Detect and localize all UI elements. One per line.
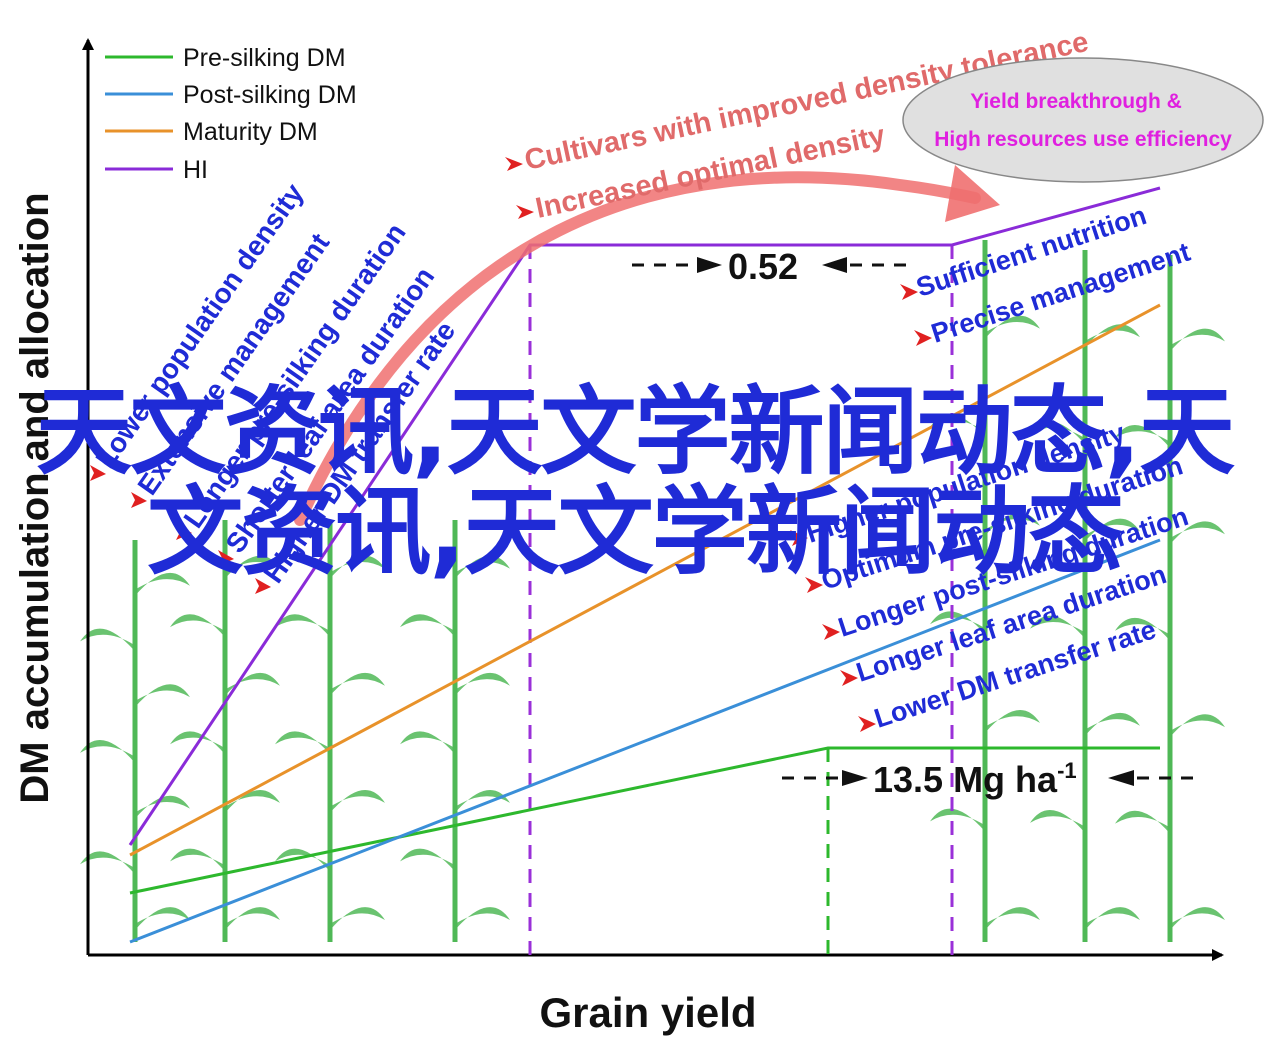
bullet-icon (176, 524, 192, 540)
bullet-icon (131, 492, 147, 508)
series-line-pre-silking (129, 746, 1160, 895)
bullet-icon (505, 157, 523, 171)
legend: Pre-silking DM Post-silking DM Maturity … (105, 44, 357, 184)
bullet-icon (90, 465, 106, 481)
bullet-icon (516, 205, 534, 219)
bullet-icon (900, 284, 918, 300)
legend-label-pre-silking: Pre-silking DM (183, 44, 346, 72)
x-axis-label: Grain yield (539, 989, 756, 1036)
maize-plant (1030, 250, 1140, 942)
bullet-icon (218, 550, 234, 566)
left-factors: Lower population density Extensive manag… (90, 178, 462, 589)
hi-gap-arrowhead-right (822, 257, 847, 273)
maize-plant (400, 520, 510, 942)
series-line-hi (128, 186, 1161, 846)
bullet-icon (822, 624, 840, 640)
maize-plant (170, 520, 280, 942)
ellipse-text-line2: High resources use efficiency (934, 128, 1232, 151)
hi-gap-value: 0.52 (728, 246, 798, 287)
ellipse-text-line1: Yield breakthrough & (970, 90, 1182, 113)
y-axis-label: DM accumulation and allocation (13, 192, 57, 803)
yield-gap-arrowhead-left (842, 770, 868, 786)
bullet-icon (805, 577, 823, 593)
yield-gap-arrowhead-right (1108, 770, 1134, 786)
bullet-icon (790, 530, 808, 546)
legend-label-post-silking: Post-silking DM (183, 81, 357, 109)
improvement-arrowhead (945, 165, 1000, 222)
bullet-icon (858, 716, 876, 732)
bullet-icon (255, 578, 271, 594)
maize-plants (80, 240, 1225, 942)
maize-plant (275, 520, 385, 942)
hi-gap-arrowhead-left (697, 257, 722, 273)
bullet-icon (914, 330, 932, 346)
improvement-curve-arrow (294, 171, 981, 526)
maize-plant (1115, 255, 1225, 942)
legend-label-hi: HI (183, 156, 208, 184)
bullet-icon (840, 670, 858, 686)
legend-label-maturity: Maturity DM (183, 118, 318, 146)
right-top-factors: Sufficient nutrition Precise management (913, 200, 1194, 349)
series-line-post-silking (129, 538, 1161, 944)
series-line-maturity (129, 303, 1161, 857)
yield-gap-value: 13.5 Mg ha-1 (873, 758, 1077, 800)
maize-plant (80, 540, 190, 942)
breakthrough-ellipse (902, 57, 1264, 183)
